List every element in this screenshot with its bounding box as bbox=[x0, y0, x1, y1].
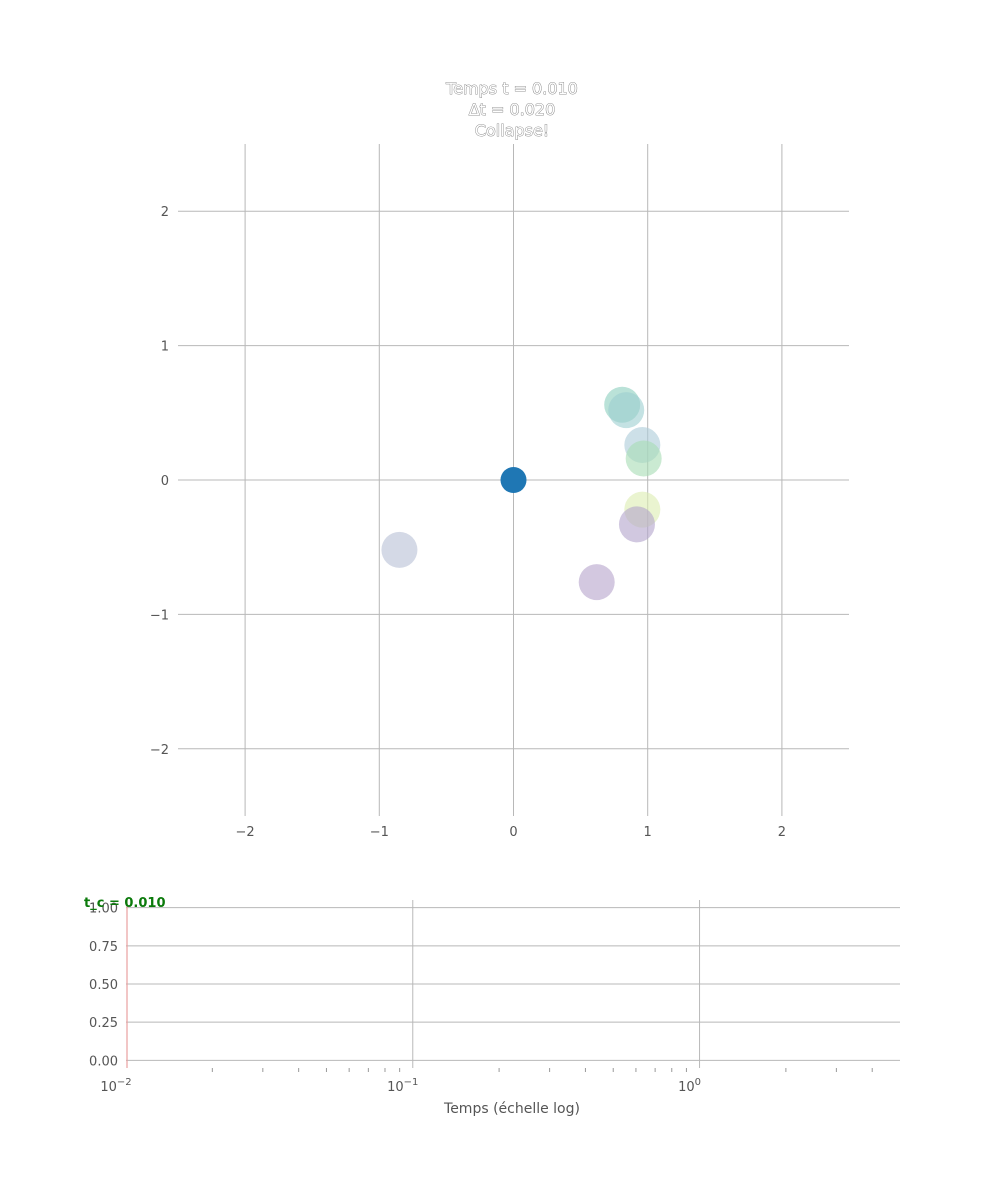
title-line-3: Collapse! bbox=[475, 121, 549, 140]
timeline-grid bbox=[126, 900, 900, 1068]
scatter-y-ticks: −2 −1 0 1 2 bbox=[150, 205, 169, 758]
particle-point bbox=[618, 506, 655, 543]
y-tick-label: 2 bbox=[161, 205, 169, 220]
y-tick-label: 0.00 bbox=[89, 1054, 118, 1069]
scatter-points bbox=[381, 386, 662, 601]
x-tick-label: 1 bbox=[644, 825, 652, 840]
scatter-panel: Temps t = 0.010 Δt = 0.020 Collapse! −2−… bbox=[150, 79, 849, 840]
scatter-grid bbox=[178, 144, 849, 816]
y-tick-label: 1.00 bbox=[89, 902, 118, 917]
y-tick-label: 0.25 bbox=[89, 1016, 118, 1031]
x-tick-label: 10−2 bbox=[100, 1077, 131, 1095]
particle-point bbox=[625, 440, 662, 477]
collapse-time-annotation: t_c = 0.010 bbox=[84, 896, 166, 911]
timeline-x-ticks: 10−2 10−1 100 bbox=[100, 1077, 701, 1095]
timeline-y-ticks: 0.00 0.25 0.50 0.75 1.00 bbox=[89, 902, 118, 1070]
x-tick-label: 0 bbox=[509, 825, 517, 840]
x-tick-label: 100 bbox=[678, 1077, 701, 1095]
title-line-1: Temps t = 0.010 bbox=[445, 79, 578, 98]
x-tick-label: 2 bbox=[778, 825, 786, 840]
particle-point bbox=[381, 531, 418, 568]
scatter-x-ticks: −2 −1 0 1 2 bbox=[236, 825, 787, 840]
y-tick-label: −1 bbox=[150, 608, 169, 623]
particle-point bbox=[578, 564, 615, 601]
y-tick-label: 0 bbox=[161, 474, 169, 489]
timeline-minor-ticks bbox=[211, 1068, 873, 1072]
timeline-panel: 0.00 0.25 0.50 0.75 1.00 10−2 10−1 100 t_c = 0… bbox=[84, 896, 900, 1117]
x-tick-label: −2 bbox=[236, 825, 255, 840]
y-tick-label: 0.75 bbox=[89, 940, 118, 955]
y-tick-label: −2 bbox=[150, 743, 169, 758]
title-line-2: Δt = 0.020 bbox=[469, 100, 556, 119]
x-tick-label: 10−1 bbox=[387, 1077, 418, 1095]
y-tick-label: 1 bbox=[161, 340, 169, 355]
center-point bbox=[500, 467, 527, 493]
timeline-x-label: Temps (échelle log) bbox=[443, 1101, 580, 1117]
particle-point bbox=[608, 392, 645, 429]
y-tick-label: 0.50 bbox=[89, 978, 118, 993]
x-tick-label: −1 bbox=[370, 825, 389, 840]
